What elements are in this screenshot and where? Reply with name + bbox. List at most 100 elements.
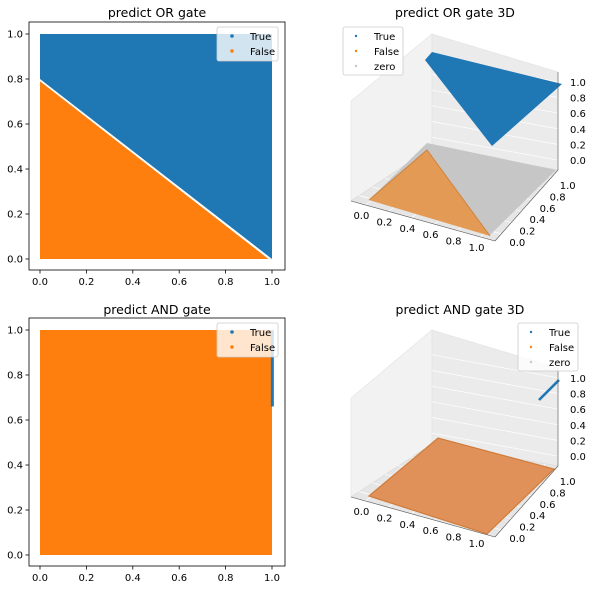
or-true-region	[40, 34, 272, 259]
z-tick-label: 0.4	[570, 125, 586, 136]
and-false-region	[40, 330, 272, 555]
and3d-legend: True False zero	[517, 322, 579, 372]
x-tick-label: 0.2	[78, 277, 94, 288]
or-legend: True False	[216, 26, 279, 62]
and-gate-chart: predict AND gate 0.0 0.2 0.4 0.6 0.8 1.0 0.00…	[7, 302, 286, 584]
or3d-true-region	[425, 52, 562, 146]
or-legend-true-marker	[230, 34, 234, 38]
and3d-x-axis: 0.0 0.2 0.4 0.6 0.8 1.0	[353, 507, 484, 550]
y-tick-label: 0.6	[7, 416, 23, 427]
z-tick-label: 0.6	[570, 405, 586, 416]
x-tick-label: 0.8	[446, 237, 462, 248]
or-gate-3d-title: predict OR gate 3D	[395, 5, 515, 20]
y-tick-label: 1.0	[560, 181, 576, 192]
x-tick-label: 1.0	[264, 277, 280, 288]
and-x-axis: 0.0 0.2 0.4 0.6 0.8 1.0	[32, 566, 280, 584]
and3d-false-region	[369, 438, 554, 534]
and-gate-3d-chart: predict AND gate 3D 0.00.20.40.60.81.0 0…	[350, 302, 586, 550]
x-tick-label: 1.0	[469, 243, 485, 254]
y-tick-label: 0.4	[7, 461, 23, 472]
x-tick-label: 0.6	[423, 230, 439, 241]
or3d-y-axis: 0.00.20.40.60.81.0	[509, 181, 575, 249]
x-tick-label: 0.2	[376, 217, 392, 228]
z-tick-label: 0.6	[570, 109, 586, 120]
or3d-z-axis: 0.0 0.2 0.4 0.6 0.8 1.0	[570, 78, 586, 167]
y-tick-label: 0.8	[7, 371, 23, 382]
y-tick-label: 0.0	[7, 551, 23, 562]
x-tick-label: 0.8	[218, 573, 234, 584]
and3d-legend-true: True	[548, 328, 570, 339]
y-tick-label: 0.8	[550, 192, 566, 203]
y-tick-label: 0.0	[509, 534, 525, 545]
or-legend-false-marker	[230, 49, 234, 53]
z-tick-label: 0.4	[570, 421, 586, 432]
y-tick-label: 1.0	[7, 326, 23, 337]
z-tick-label: 0.2	[570, 141, 586, 152]
x-tick-label: 0.6	[171, 573, 187, 584]
x-tick-label: 0.2	[376, 513, 392, 524]
y-tick-label: 0.0	[509, 238, 525, 249]
or-axes-frame	[28, 21, 286, 271]
x-tick-label: 0.2	[78, 573, 94, 584]
z-tick-label: 0.0	[570, 156, 586, 167]
and-gate-plot-area	[28, 317, 286, 567]
or-legend-true: True	[249, 32, 271, 43]
x-tick-label: 1.0	[264, 573, 280, 584]
or-y-axis: 0.0 0.2 0.4 0.6 0.8 1.0	[7, 30, 29, 266]
and3d-true-line	[538, 379, 560, 401]
y-tick-label: 0.6	[7, 120, 23, 131]
x-tick-label: 0.6	[171, 277, 187, 288]
or-gate-plot-area	[28, 21, 286, 271]
x-tick-label: 0.4	[125, 277, 141, 288]
or-gate-chart: predict OR gate 0.0 0.2 0.4 0.6 0.8 1.0 0.00.…	[7, 5, 286, 288]
y-tick-label: 0.0	[7, 255, 23, 266]
and3d-z-axis: 0.0 0.2 0.4 0.6 0.8 1.0	[570, 374, 586, 463]
or3d-legend-true-marker	[354, 34, 358, 38]
and-legend-false: False	[250, 343, 275, 354]
y-tick-label: 0.8	[550, 488, 566, 499]
or3d-false-region	[369, 150, 490, 236]
or3d-legend-true: True	[373, 32, 395, 43]
and3d-legend-true-marker	[529, 330, 533, 334]
or3d-legend-zero-marker	[354, 64, 358, 68]
or3d-legend-false: False	[374, 47, 399, 58]
z-tick-label: 0.2	[570, 437, 586, 448]
and-gate-title: predict AND gate	[103, 302, 211, 317]
x-tick-label: 0.0	[32, 573, 48, 584]
x-tick-label: 0.4	[125, 573, 141, 584]
z-tick-label: 1.0	[570, 78, 586, 89]
y-tick-label: 0.6	[540, 204, 556, 215]
y-tick-label: 0.6	[540, 500, 556, 511]
x-tick-label: 1.0	[469, 539, 485, 550]
and-legend-true: True	[249, 328, 271, 339]
x-tick-label: 0.8	[446, 533, 462, 544]
or3d-x-axis: 0.0 0.2 0.4 0.6 0.8 1.0	[353, 211, 484, 254]
y-tick-label: 0.4	[530, 215, 546, 226]
x-tick-label: 0.4	[400, 520, 416, 531]
or-gate-title: predict OR gate	[108, 5, 207, 20]
z-tick-label: 0.8	[570, 389, 586, 400]
y-tick-label: 0.2	[7, 210, 23, 221]
and-axes-frame	[28, 317, 286, 567]
and3d-legend-false: False	[549, 343, 574, 354]
and3d-y-axis: 0.00.20.40.60.81.0	[509, 477, 575, 545]
and-true-region	[270, 330, 274, 407]
and-gate-3d-title: predict AND gate 3D	[396, 302, 525, 317]
y-tick-label: 1.0	[7, 30, 23, 41]
or3d-legend: True False zero	[342, 26, 404, 76]
y-tick-label: 1.0	[560, 477, 576, 488]
or-false-region	[40, 81, 269, 259]
and-legend-false-marker	[230, 345, 234, 349]
and-legend: True False	[216, 322, 279, 358]
x-tick-label: 0.6	[423, 526, 439, 537]
and-y-axis: 0.0 0.2 0.4 0.6 0.8 1.0	[7, 326, 29, 562]
or-legend-false: False	[250, 47, 275, 58]
or-x-axis: 0.0 0.2 0.4 0.6 0.8 1.0	[32, 270, 280, 288]
z-tick-label: 1.0	[570, 374, 586, 385]
x-tick-label: 0.0	[32, 277, 48, 288]
or3d-legend-false-marker	[354, 49, 358, 53]
y-tick-label: 0.2	[519, 227, 535, 238]
and-legend-true-marker	[230, 330, 234, 334]
y-tick-label: 0.4	[7, 165, 23, 176]
